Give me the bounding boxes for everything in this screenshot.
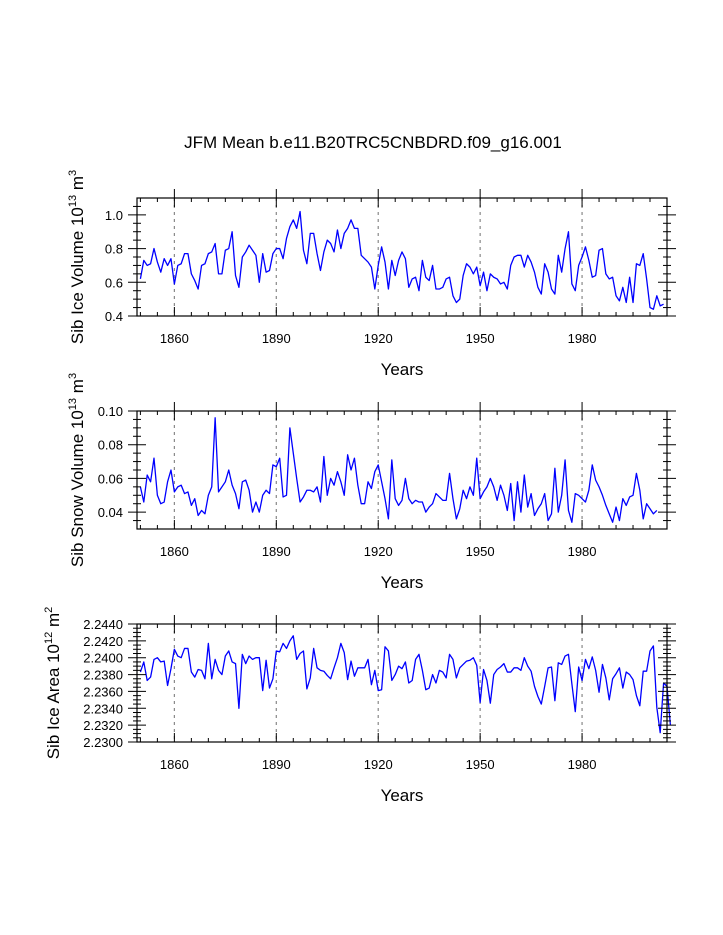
x-tick-label: 1950	[466, 331, 495, 346]
x-tick-label: 1980	[568, 331, 597, 346]
y-tick-label: 0.8	[105, 242, 123, 257]
y-tick-label: 0.10	[98, 404, 123, 419]
x-tick-label: 1890	[262, 757, 291, 772]
panel-2: 1860 1890 1920 1950 1980 0.04 0.06 0.08 0.10 Year…	[67, 373, 676, 592]
y-tick-label: 2.2420	[83, 634, 123, 649]
x-tick-label: 1950	[466, 757, 495, 772]
y-tick-label: 2.2380	[83, 668, 123, 683]
y-axis-label: Sib Ice Volume 1013 m3	[67, 170, 87, 344]
x-tick-label: 1920	[364, 757, 393, 772]
x-axis-label: Years	[381, 573, 424, 592]
data-series-line	[139, 635, 672, 734]
x-tick-label: 1890	[262, 544, 291, 559]
y-tick-label: 2.2300	[83, 735, 123, 750]
plot-frame	[136, 410, 668, 530]
y-tick-label: 2.2360	[83, 684, 123, 699]
y-tick-label: 0.6	[105, 275, 123, 290]
y-axis-label: Sib Ice Area 1012 m2	[43, 607, 63, 760]
x-tick-label: 1920	[364, 331, 393, 346]
x-tick-label: 1860	[160, 331, 189, 346]
x-tick-label: 1860	[160, 757, 189, 772]
data-series-line	[139, 417, 658, 523]
panel-1: 1860 1890 1920 1950 1980 0.4 0.6 0.8 1.0 Years Sib…	[67, 170, 676, 379]
y-tick-label: 2.2340	[83, 701, 123, 716]
y-tick-label: 0.4	[105, 309, 123, 324]
data-series-line	[139, 210, 664, 310]
x-axis-label: Years	[381, 786, 424, 805]
chart-title: JFM Mean b.e11.B20TRC5CNBDRD.f09_g16.001	[184, 133, 562, 152]
x-tick-label: 1980	[568, 757, 597, 772]
y-tick-label: 0.08	[98, 438, 123, 453]
x-axis-label: Years	[381, 360, 424, 379]
x-tick-label: 1920	[364, 544, 393, 559]
y-tick-label: 2.2440	[83, 617, 123, 632]
x-tick-label: 1890	[262, 331, 291, 346]
panel-3: 1860 1890 1920 1950 1980 2.2300 2.2320 2.2340 2.…	[43, 607, 676, 805]
y-tick-label: 0.06	[98, 471, 123, 486]
y-tick-label: 1.0	[105, 208, 123, 223]
x-tick-label: 1980	[568, 544, 597, 559]
plot-frame	[136, 623, 668, 743]
y-axis-label: Sib Snow Volume 1013 m3	[67, 373, 87, 567]
y-tick-label: 2.2400	[83, 651, 123, 666]
x-tick-label: 1860	[160, 544, 189, 559]
chart-panels: 1860 1890 1920 1950 1980 0.4 0.6 0.8 1.0 Years Sib…	[43, 170, 676, 805]
x-tick-label: 1950	[466, 544, 495, 559]
y-tick-label: 0.04	[98, 505, 123, 520]
y-tick-label: 2.2320	[83, 718, 123, 733]
